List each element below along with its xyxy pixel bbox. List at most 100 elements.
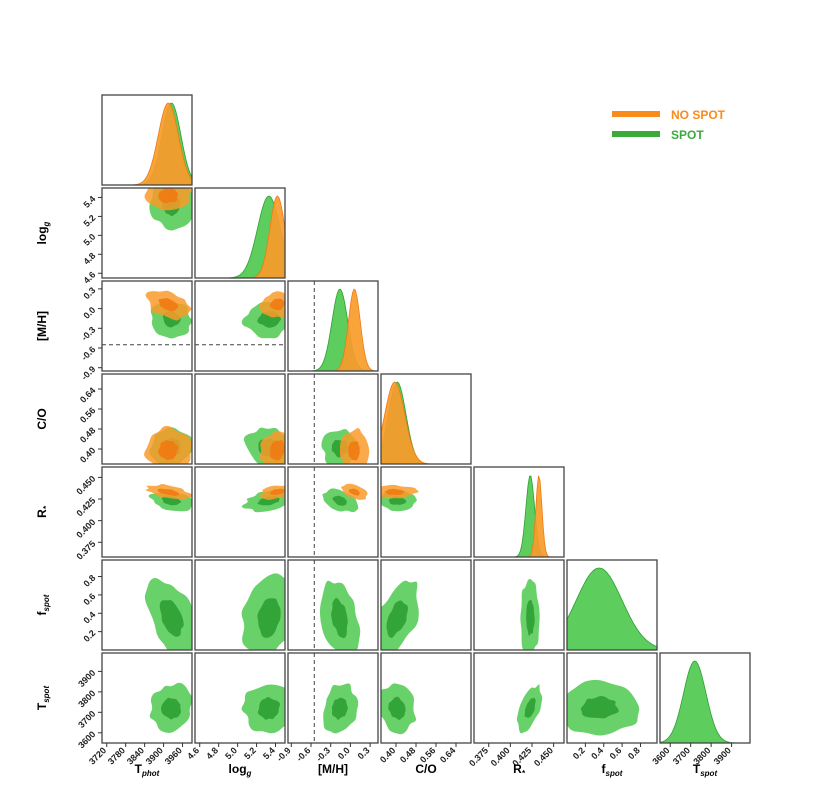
x-tick-label-1-4: 5.4 [261, 745, 277, 761]
contour-inner-spot-4-3 [388, 496, 407, 505]
contour-inner-no-spot-1-0 [158, 188, 179, 204]
x-axis-label-base-5: f [602, 762, 607, 776]
y-tick-label-5-1: 0.4 [81, 610, 97, 626]
panel-3-0: 0.400.480.560.64 [78, 373, 193, 465]
y-axis-label-sub-6: spot [42, 686, 51, 703]
y-axis-label-sub-1: g [42, 221, 51, 227]
panel-frame-6-1 [194, 652, 286, 744]
x-axis-label-6: Tspot [693, 762, 718, 778]
panel-frame-3-3 [380, 373, 472, 465]
panel-frame-6-5 [566, 652, 658, 744]
x-axis-label-sub-5: spot [606, 769, 623, 778]
hist-no-spot-1 [195, 195, 285, 278]
x-tick-label-2-4: 0.3 [356, 745, 372, 761]
panel-3-2 [287, 373, 379, 465]
contour-inner-spot-6-2 [331, 697, 348, 720]
panel-4-1 [194, 466, 286, 558]
contour-inner-spot-5-0 [159, 600, 184, 637]
panel-frame-3-1 [194, 373, 286, 465]
panel-frame-4-3 [380, 466, 472, 558]
x-axis-label-base-3: C/O [415, 762, 436, 776]
contour-inner-no-spot-3-1 [270, 440, 285, 461]
y-tick-label-4-1: 0.400 [74, 517, 97, 540]
panel-frame-3-0 [101, 373, 193, 465]
x-tick-label-1-2: 5.0 [223, 745, 239, 761]
x-axis-label-base-6: T [693, 762, 701, 776]
x-tick-label-3-3: 0.64 [438, 745, 457, 764]
panel-5-1 [194, 559, 286, 651]
y-axis-label-base-3: C/O [35, 408, 49, 429]
y-axis-label-1: logg [35, 221, 51, 244]
legend: NO SPOT SPOT [612, 108, 726, 142]
y-tick-label-2-3: 0.0 [81, 305, 97, 321]
contour-inner-no-spot-2-0 [158, 298, 179, 312]
axis-labels: Tphot logg [M/H] C/O R* fspot Tspotlogg[M/H]C/… [35, 221, 717, 778]
y-tick-label-5-3: 0.8 [81, 573, 97, 589]
panel-frame-3-2 [287, 373, 379, 465]
y-tick-label-2-1: -0.6 [79, 344, 97, 362]
x-tick-label-2-1: -0.6 [294, 745, 312, 763]
x-tick-label-5-1: 0.4 [589, 745, 605, 761]
legend-no-spot-label: NO SPOT [671, 108, 726, 122]
x-axis-label-0: Tphot [135, 762, 160, 778]
contour-inner-no-spot-4-1 [269, 488, 285, 496]
x-axis-label-sub-6: spot [700, 769, 717, 778]
x-axis-label-4: R* [513, 762, 526, 778]
panel-3-3 [380, 373, 472, 465]
contour-inner-spot-5-1 [257, 598, 281, 638]
panel-4-2 [287, 466, 379, 558]
y-axis-label-sub-5: spot [42, 594, 51, 611]
y-axis-label-base-4: R [35, 509, 49, 518]
panel-frame-4-0 [101, 466, 193, 558]
x-axis-label-sub-4: * [522, 769, 526, 778]
hist-spot-6 [660, 660, 750, 743]
y-tick-label-2-0: -0.9 [79, 364, 97, 382]
y-tick-label-6-2: 3800 [76, 688, 97, 709]
panel-frame-4-2 [287, 466, 379, 558]
panel-frame-4-4 [473, 466, 565, 558]
y-axis-label-5: fspot [35, 594, 51, 615]
y-tick-label-1-0: 4.6 [81, 270, 97, 286]
y-tick-label-5-0: 0.2 [81, 628, 97, 644]
contour-inner-spot-6-4 [524, 697, 536, 719]
x-tick-label-1-3: 5.2 [242, 745, 258, 761]
panel-1-0: 4.6 4.8 5.0 5.2 5.4 [81, 187, 193, 286]
y-axis-label-sub-4: * [42, 505, 51, 509]
contour-inner-no-spot-4-2 [348, 488, 360, 496]
y-tick-label-4-3: 0.450 [74, 474, 97, 497]
y-axis-label-base-1: log [35, 226, 49, 244]
x-axis-label-sub-1: g [246, 769, 252, 778]
hist-no-spot-3 [381, 381, 471, 464]
panel-6-3: 0.40 0.48 0.56 0.64 [378, 652, 472, 765]
panel-frame-6-4 [473, 652, 565, 744]
panel-5-2 [287, 559, 379, 651]
x-tick-label-6-3: 3900 [712, 745, 733, 766]
panel-2-1 [194, 280, 286, 372]
panel-frame-4-1 [194, 466, 286, 558]
panel-frame-6-2 [287, 652, 379, 744]
panel-6-5: 0.2 0.4 0.6 0.8 [566, 652, 658, 761]
contour-inner-no-spot-4-0 [157, 488, 180, 496]
panel-4-4 [473, 466, 565, 558]
x-axis-label-2: [M/H] [318, 762, 348, 776]
contour-inner-no-spot-3-2 [348, 441, 360, 461]
y-tick-label-4-0: 0.375 [74, 539, 97, 562]
x-tick-label-4-1: 0.400 [489, 745, 512, 768]
panel-5-3 [380, 559, 472, 651]
panel-6-2: -0.9 -0.6 -0.3 0.0 0.3 [275, 652, 379, 763]
y-axis-label-base-5: f [35, 610, 49, 615]
panel-2-0: -0.9 -0.6-0.3 0.0 0.3 [79, 280, 193, 382]
panel-frame-5-2 [287, 559, 379, 651]
y-tick-label-6-3: 3900 [76, 668, 97, 689]
y-axis-label-base-6: T [35, 702, 49, 710]
x-tick-label-1-1: 4.8 [204, 745, 220, 761]
y-tick-label-1-1: 4.8 [81, 251, 97, 267]
panel-frame-0-0 [101, 94, 193, 186]
x-tick-label-0-3: 3900 [144, 745, 165, 766]
contour-inner-spot-5-3 [386, 600, 408, 638]
y-tick-label-3-1: 0.48 [78, 425, 97, 444]
y-tick-label-1-2: 5.0 [81, 232, 97, 248]
contour-inner-spot-6-3 [388, 696, 406, 720]
